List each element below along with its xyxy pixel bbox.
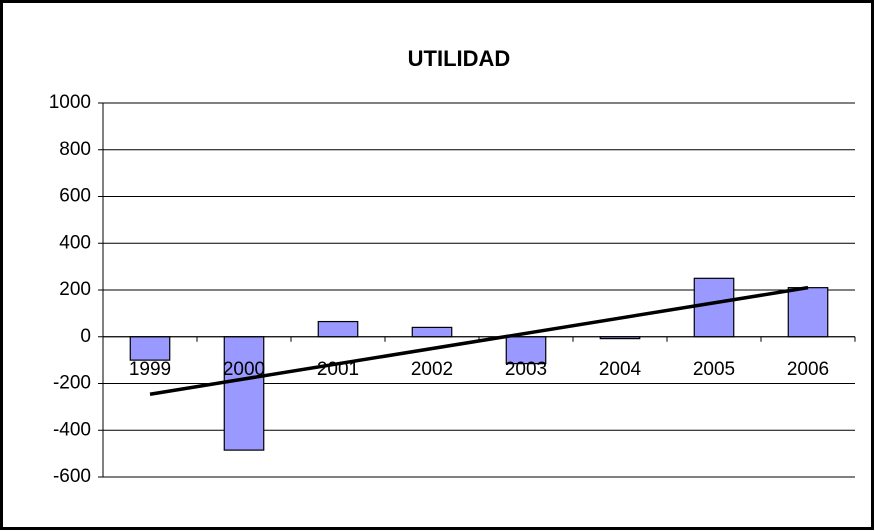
chart-title: UTILIDAD xyxy=(408,46,511,71)
x-tick-label: 2003 xyxy=(505,359,547,380)
bar xyxy=(787,287,829,338)
x-tick-label: 2004 xyxy=(599,359,642,380)
y-tick-label: 600 xyxy=(59,186,91,207)
x-tick-label: 2006 xyxy=(787,359,829,380)
y-tick-label: -600 xyxy=(53,466,91,487)
y-tick-label: 400 xyxy=(59,232,91,253)
y-tick-label: 1000 xyxy=(49,92,91,113)
y-tick-label: -400 xyxy=(53,419,91,440)
x-tick-label: 2002 xyxy=(411,359,453,380)
bar xyxy=(693,277,735,338)
x-tick-label: 2005 xyxy=(693,359,735,380)
bar xyxy=(411,326,453,338)
trendline xyxy=(149,285,809,396)
bar xyxy=(317,320,359,338)
x-tick-label: 1999 xyxy=(129,359,171,380)
x-tick-label: 2000 xyxy=(223,359,265,380)
bar xyxy=(223,336,265,451)
y-tick-label: 0 xyxy=(80,326,91,347)
y-tick-label: -200 xyxy=(53,373,91,394)
y-tick-label: 200 xyxy=(59,279,91,300)
bar xyxy=(129,336,171,361)
y-tick-label: 800 xyxy=(59,139,91,160)
